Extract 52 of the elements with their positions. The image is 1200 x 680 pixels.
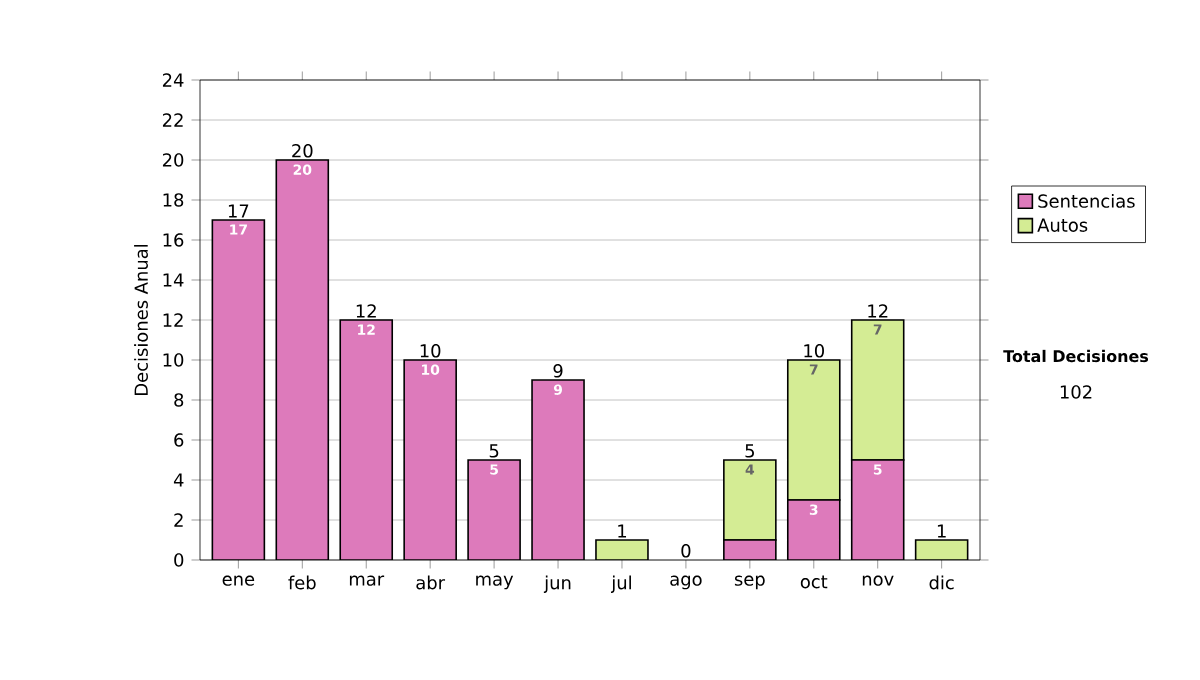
bar: [723, 459, 777, 541]
x-tick-label: dic: [929, 575, 954, 590]
total-label: 12: [356, 304, 376, 318]
legend-label: Sentencias: [1038, 193, 1135, 208]
y-tick-label: 12: [163, 313, 183, 327]
total-label: 12: [868, 304, 888, 318]
y-tick-label: 14: [163, 273, 184, 287]
y-tick-label: 16: [163, 233, 184, 247]
y-tick-label: 8: [174, 393, 184, 407]
total-label: 10: [420, 344, 441, 358]
y-tick-label: 0: [174, 553, 184, 567]
x-tick-label: sep: [734, 575, 765, 590]
bar: [850, 319, 905, 461]
bar: [850, 459, 905, 560]
total-label: 1: [937, 524, 946, 538]
y-tick-label: 24: [162, 73, 184, 87]
total-label: 1: [618, 524, 627, 538]
legend-label: Autos: [1037, 218, 1088, 232]
bar: [212, 220, 265, 560]
bar: [404, 360, 457, 560]
text: 102: [1060, 385, 1092, 399]
bar: [532, 380, 585, 560]
x-tick-label: mar: [349, 575, 385, 586]
bar: [468, 460, 521, 560]
total-label: 5: [745, 444, 754, 458]
x-tick-label: ene: [222, 575, 255, 586]
total-label: 0: [681, 544, 691, 558]
bar: [340, 320, 393, 560]
y-tick-label: 10: [163, 353, 184, 367]
total-label: 5: [489, 444, 499, 458]
y-tick-label: 2: [174, 513, 183, 527]
y-tick-label: 20: [162, 153, 184, 167]
total-label: 9: [553, 364, 563, 378]
x-tick-label: ago: [670, 575, 702, 590]
y-tick-label: 22: [162, 113, 183, 127]
total-label: 10: [804, 344, 824, 358]
x-tick-label: jun: [543, 575, 571, 593]
x-tick-label: jul: [611, 575, 631, 593]
x-tick-label: feb: [288, 575, 316, 590]
total-label: 20: [292, 144, 313, 158]
x-tick-label: abr: [416, 575, 446, 590]
y-tick-label: 18: [163, 193, 184, 207]
total-label: 17: [228, 204, 249, 218]
x-tick-label: oct: [800, 575, 828, 589]
y-tick-label: 6: [174, 433, 184, 447]
y-tick-label: 4: [173, 473, 184, 487]
bar: [786, 499, 841, 560]
bar: [276, 160, 329, 560]
x-tick-label: may: [476, 575, 514, 590]
y-axis-title: Decisiones Anual: [134, 244, 148, 395]
bar: [786, 359, 841, 501]
x-tick-label: nov: [862, 575, 894, 586]
